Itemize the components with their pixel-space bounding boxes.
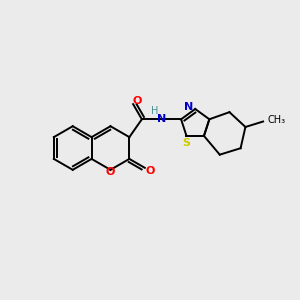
Text: S: S (182, 138, 190, 148)
Text: O: O (132, 96, 142, 106)
Text: O: O (145, 166, 154, 176)
Text: H: H (151, 106, 158, 116)
Text: CH₃: CH₃ (268, 115, 286, 125)
Text: N: N (184, 102, 193, 112)
Text: O: O (106, 167, 115, 177)
Text: N: N (157, 114, 166, 124)
